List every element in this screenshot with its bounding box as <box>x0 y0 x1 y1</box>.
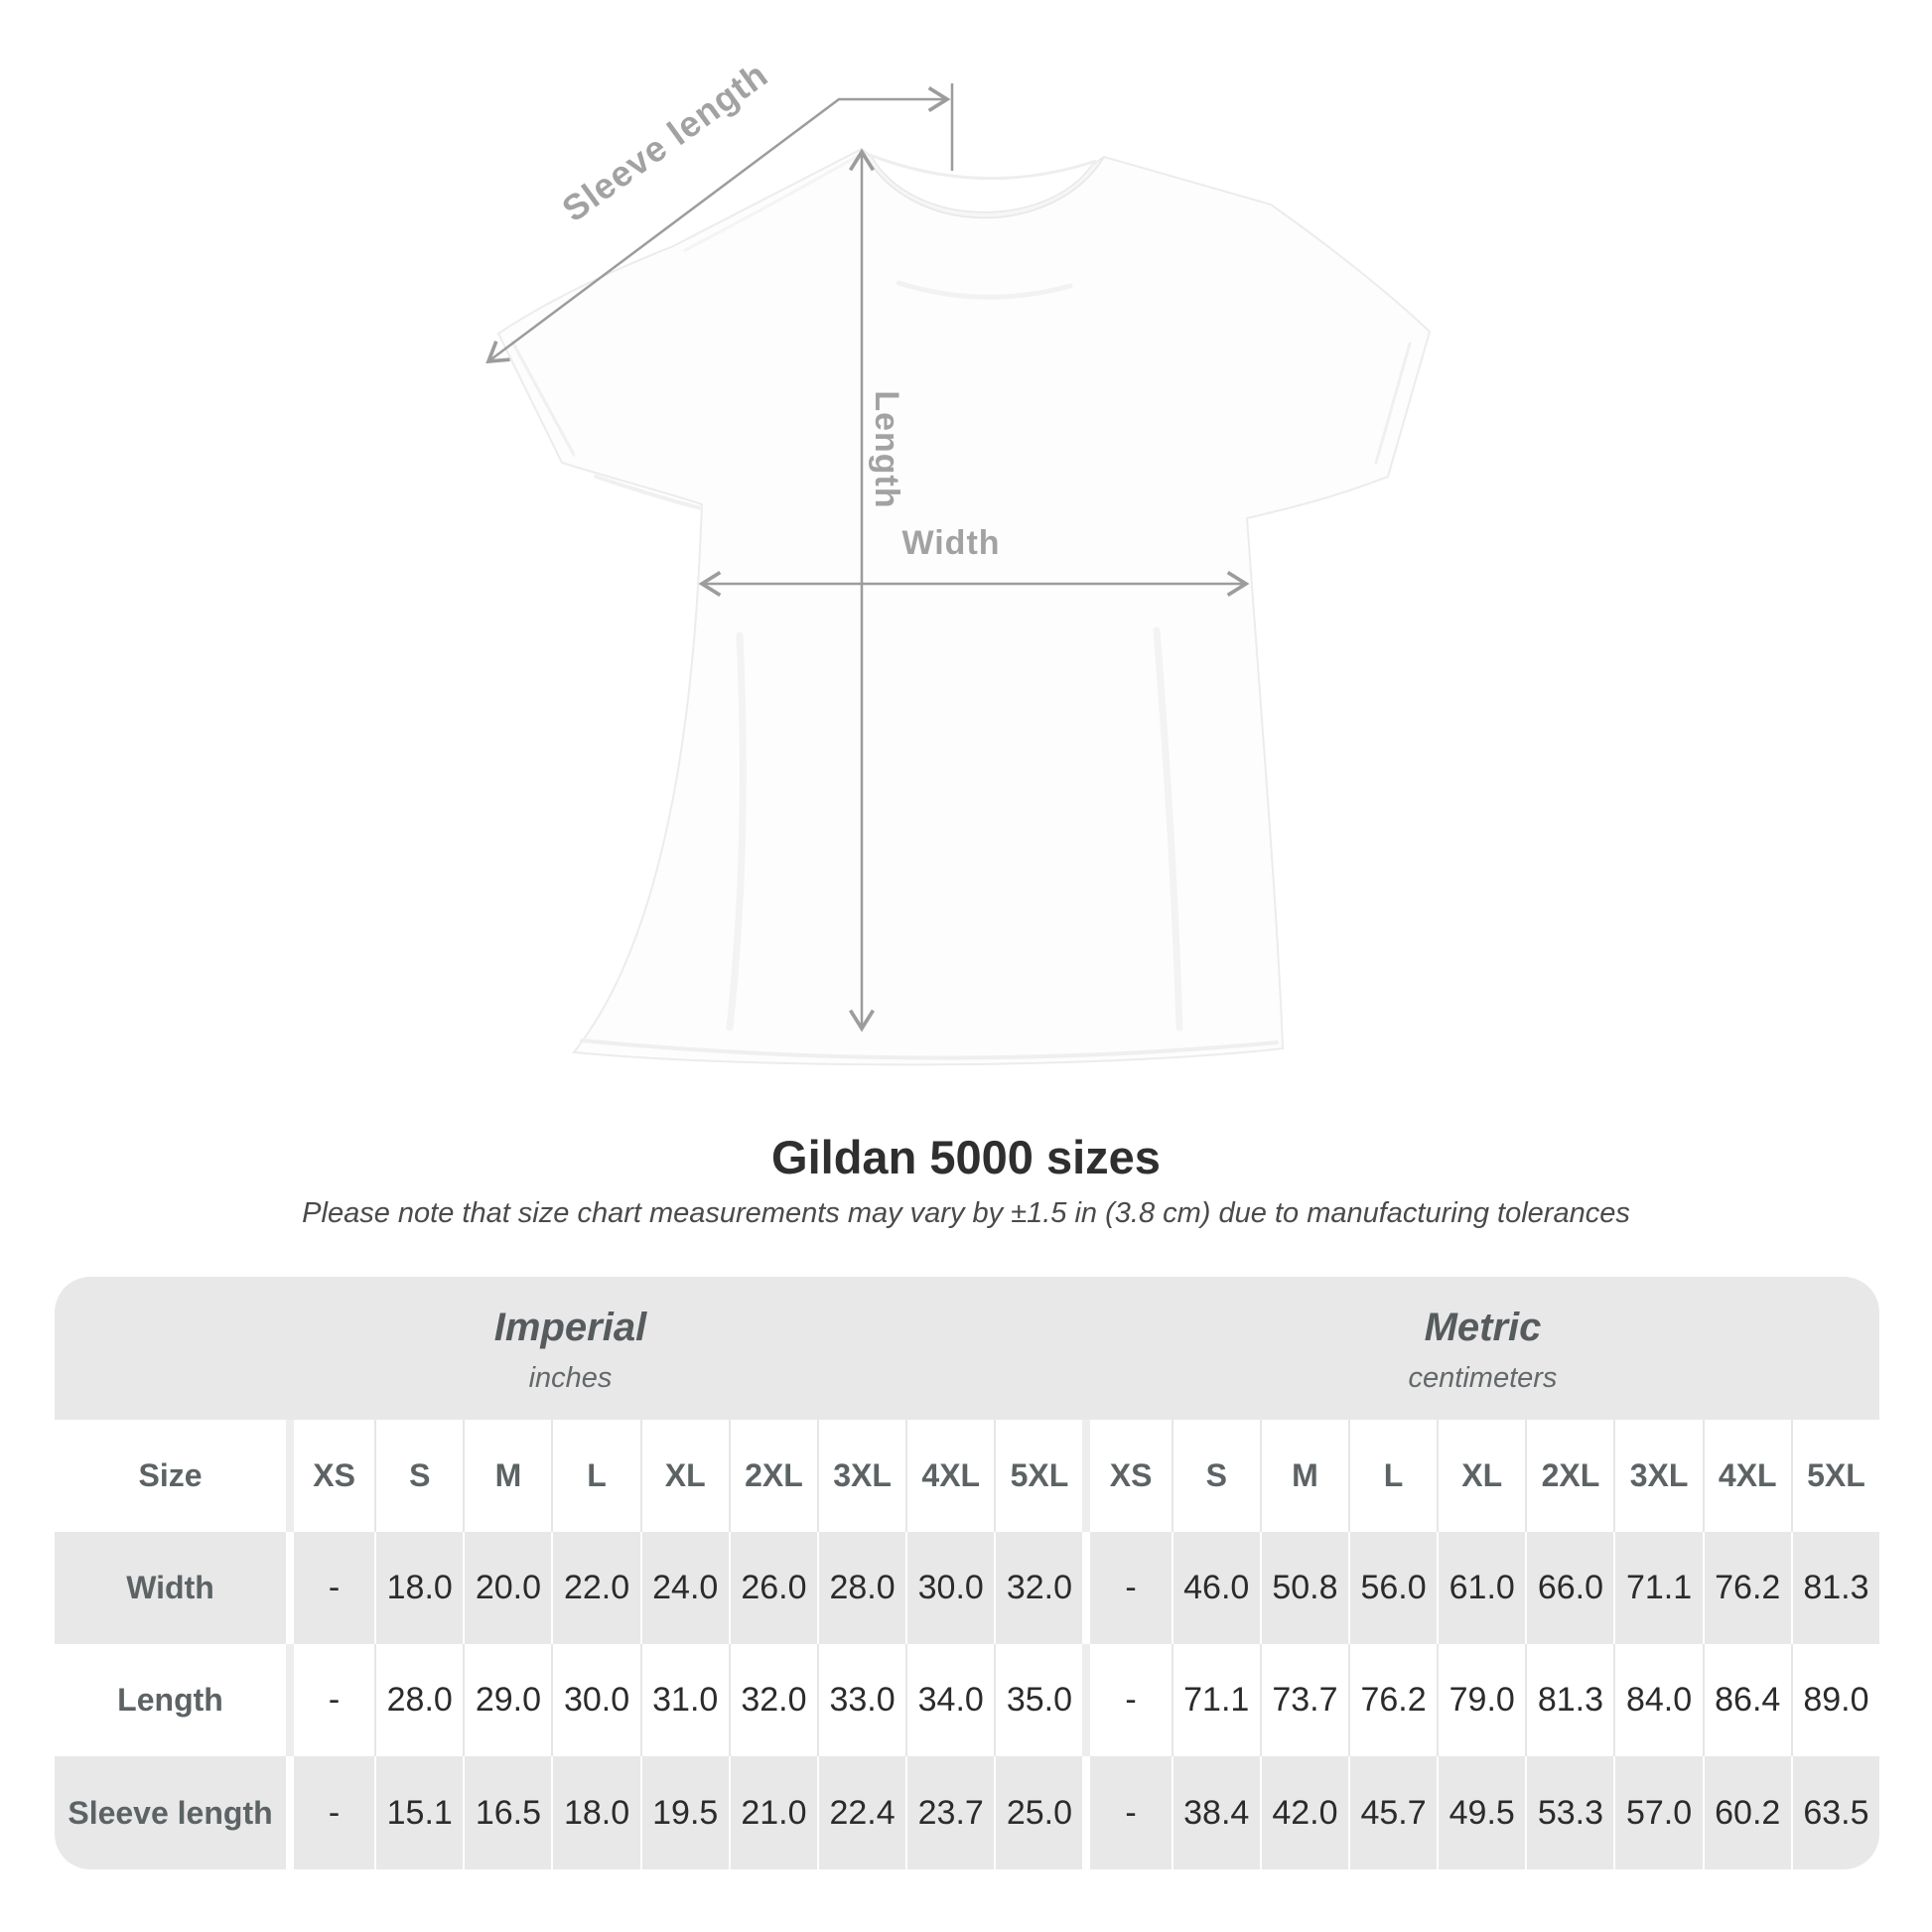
cell: 76.2 <box>1702 1532 1791 1644</box>
cell: 56.0 <box>1347 1532 1437 1644</box>
tshirt-wrinkles <box>510 153 1412 1060</box>
cell: 60.2 <box>1702 1756 1791 1869</box>
cell: 18.0 <box>374 1532 463 1644</box>
imperial-col-3xl: 3XL <box>816 1420 905 1532</box>
size-column-header: Size <box>138 1457 203 1493</box>
cell: 31.0 <box>639 1644 729 1756</box>
imperial-col-2xl: 2XL <box>728 1420 817 1532</box>
cell: 33.0 <box>816 1644 905 1756</box>
cell: 20.0 <box>463 1532 551 1644</box>
cell: 26.0 <box>728 1532 817 1644</box>
cell: 61.0 <box>1437 1532 1525 1644</box>
imperial-col-xs: XS <box>286 1420 374 1532</box>
table-row-sleeve-length: Sleeve length - 15.1 16.5 18.0 19.5 21.0… <box>55 1756 1879 1869</box>
cell: 86.4 <box>1702 1644 1791 1756</box>
cell: 21.0 <box>728 1756 817 1869</box>
metric-col-3xl: 3XL <box>1613 1420 1702 1532</box>
cell: - <box>1082 1644 1171 1756</box>
metric-unit: centimeters <box>1408 1362 1558 1394</box>
cell: 19.5 <box>639 1756 729 1869</box>
cell: - <box>286 1644 374 1756</box>
collar-back-edge <box>869 153 1097 181</box>
size-table: Imperial inches Metric centimeters Size … <box>55 1277 1879 1869</box>
metric-col-xl: XL <box>1437 1420 1525 1532</box>
cell: 30.0 <box>551 1644 639 1756</box>
imperial-unit: inches <box>528 1362 613 1394</box>
sleeve-length-arrow <box>485 85 951 364</box>
cell: 46.0 <box>1171 1532 1260 1644</box>
tolerance-note: Please note that size chart measurements… <box>302 1197 1630 1229</box>
cell: 79.0 <box>1437 1644 1525 1756</box>
cell: 42.0 <box>1259 1756 1348 1869</box>
cell: 63.5 <box>1790 1756 1879 1869</box>
length-label: Length <box>868 390 905 509</box>
cell: 29.0 <box>463 1644 551 1756</box>
cell: 89.0 <box>1790 1644 1879 1756</box>
cell: 38.4 <box>1171 1756 1260 1869</box>
unit-header-band: Imperial inches Metric centimeters <box>55 1277 1879 1420</box>
cell: - <box>1082 1532 1171 1644</box>
tshirt-body <box>496 147 1432 1066</box>
size-header-row: Size XS S M L XL 2XL 3XL 4XL 5XL XS S M … <box>55 1420 1879 1532</box>
cell: 81.3 <box>1525 1644 1613 1756</box>
imperial-col-4xl: 4XL <box>905 1420 994 1532</box>
cell: 30.0 <box>905 1532 994 1644</box>
cell: 53.3 <box>1525 1756 1613 1869</box>
cell: 84.0 <box>1613 1644 1702 1756</box>
metric-col-s: S <box>1171 1420 1260 1532</box>
metric-col-5xl: 5XL <box>1790 1420 1879 1532</box>
metric-col-xs: XS <box>1082 1420 1171 1532</box>
width-label: Width <box>901 524 1001 562</box>
table-row-length: Length - 28.0 29.0 30.0 31.0 32.0 33.0 3… <box>55 1644 1879 1756</box>
cell: 32.0 <box>994 1532 1082 1644</box>
cell: 25.0 <box>994 1756 1082 1869</box>
row-label: Width <box>126 1570 214 1605</box>
cell: 34.0 <box>905 1644 994 1756</box>
metric-col-l: L <box>1347 1420 1437 1532</box>
cell: 28.0 <box>816 1532 905 1644</box>
cell: 15.1 <box>374 1756 463 1869</box>
metric-title: Metric <box>1424 1306 1542 1349</box>
cell: 57.0 <box>1613 1756 1702 1869</box>
row-label: Length <box>117 1682 223 1718</box>
cell: 45.7 <box>1347 1756 1437 1869</box>
page-title: Gildan 5000 sizes <box>771 1131 1161 1183</box>
metric-col-4xl: 4XL <box>1702 1420 1791 1532</box>
cell: 76.2 <box>1347 1644 1437 1756</box>
cell: 18.0 <box>551 1756 639 1869</box>
imperial-col-xl: XL <box>639 1420 729 1532</box>
cell: 24.0 <box>639 1532 729 1644</box>
cell: 81.3 <box>1790 1532 1879 1644</box>
row-label: Sleeve length <box>68 1794 273 1831</box>
cell: 71.1 <box>1613 1532 1702 1644</box>
imperial-col-l: L <box>551 1420 639 1532</box>
cell: 71.1 <box>1171 1644 1260 1756</box>
cell: 32.0 <box>728 1644 817 1756</box>
cell: 66.0 <box>1525 1532 1613 1644</box>
metric-col-m: M <box>1259 1420 1348 1532</box>
imperial-col-s: S <box>374 1420 463 1532</box>
cell: 50.8 <box>1259 1532 1348 1644</box>
imperial-col-5xl: 5XL <box>994 1420 1082 1532</box>
cell: 73.7 <box>1259 1644 1348 1756</box>
cell: 22.0 <box>551 1532 639 1644</box>
cell: - <box>286 1532 374 1644</box>
metric-header: Metric centimeters <box>1086 1277 1879 1420</box>
tshirt-diagram <box>485 83 1432 1066</box>
cell: 23.7 <box>905 1756 994 1869</box>
imperial-col-m: M <box>463 1420 551 1532</box>
imperial-header: Imperial inches <box>55 1277 1086 1420</box>
cell: - <box>1082 1756 1171 1869</box>
imperial-title: Imperial <box>493 1306 647 1349</box>
measurement-arrows <box>485 83 1250 1033</box>
metric-col-2xl: 2XL <box>1525 1420 1613 1532</box>
cell: 22.4 <box>816 1756 905 1869</box>
cell: - <box>286 1756 374 1869</box>
cell: 49.5 <box>1437 1756 1525 1869</box>
cell: 35.0 <box>994 1644 1082 1756</box>
cell: 16.5 <box>463 1756 551 1869</box>
table-row-width: Width - 18.0 20.0 22.0 24.0 26.0 28.0 30… <box>55 1532 1879 1644</box>
cell: 28.0 <box>374 1644 463 1756</box>
